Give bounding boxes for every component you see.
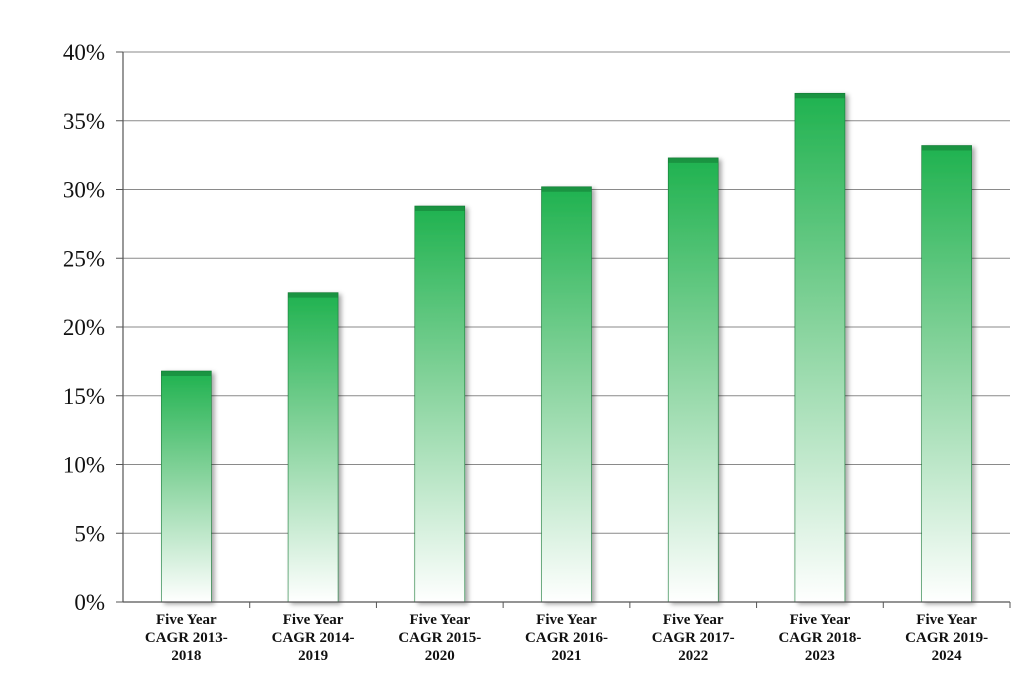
bar-body [667, 157, 719, 603]
x-category-label: Five Year CAGR 2016- 2021 [525, 612, 608, 664]
bar [921, 145, 972, 603]
x-category-label-line: Five Year [156, 612, 217, 628]
x-category-label: Five Year CAGR 2017- 2022 [652, 612, 735, 664]
y-tick-label: 30% [63, 178, 105, 203]
x-category-label: Five Year CAGR 2014- 2019 [272, 612, 355, 664]
x-category-label-line: 2020 [425, 648, 455, 664]
bar [161, 370, 212, 603]
x-category-label-line: 2018 [171, 648, 201, 664]
x-category-label-line: 2023 [805, 648, 835, 664]
x-category-label-line: CAGR 2014- [272, 630, 355, 646]
x-category-label-line: Five Year [790, 612, 851, 628]
bar-body [794, 92, 846, 603]
y-tick-label: 5% [74, 521, 105, 546]
x-category-label-line: 2022 [678, 648, 708, 664]
x-category-label-line: CAGR 2018- [778, 630, 861, 646]
bar-body [921, 145, 972, 603]
y-tick-label: 10% [63, 453, 105, 478]
y-tick-label: 20% [63, 315, 105, 340]
bar-cap [921, 145, 972, 151]
x-category-label-line: CAGR 2015- [398, 630, 481, 646]
y-tick-label: 25% [63, 246, 105, 271]
x-category-label: Five Year CAGR 2019- 2024 [905, 612, 988, 664]
x-axis-category-labels: Five Year CAGR 2013- 2018 Five Year CAGR 201… [145, 602, 1011, 664]
x-category-label-line: CAGR 2019- [905, 630, 988, 646]
bar [414, 205, 466, 603]
x-category-label: Five Year CAGR 2013- 2018 [145, 612, 228, 664]
y-tick-label: 15% [63, 384, 105, 409]
x-category-label-line: CAGR 2016- [525, 630, 608, 646]
x-category-label-line: Five Year [916, 612, 977, 628]
x-category-label: Five Year CAGR 2018- 2023 [778, 612, 861, 664]
bar-cap [161, 371, 212, 376]
x-category-label-line: 2019 [298, 648, 328, 664]
bar-body [161, 370, 212, 603]
x-category-label-line: 2024 [932, 648, 963, 664]
y-tick-label: 35% [63, 109, 105, 134]
bar [667, 157, 719, 603]
y-tick-label: 40% [63, 40, 105, 65]
x-category-label-line: Five Year [283, 612, 344, 628]
x-category-label-line: Five Year [409, 612, 470, 628]
y-axis-tick-labels: 0% 5% 10% 15% 20% 25% 30% 35% 40% [63, 40, 105, 615]
bar-body [414, 205, 466, 603]
bar-cap [668, 157, 719, 163]
x-category-label: Five Year CAGR 2015- 2020 [398, 612, 481, 664]
bar-cap [794, 93, 845, 99]
bar-body [287, 292, 339, 603]
bar-cap [541, 186, 592, 192]
x-category-label-line: Five Year [536, 612, 597, 628]
bar [541, 186, 592, 603]
x-category-label-line: CAGR 2017- [652, 630, 735, 646]
axes [122, 52, 1010, 603]
y-tick-label: 0% [74, 590, 105, 615]
bar-cap [288, 292, 339, 298]
x-category-label-line: CAGR 2013- [145, 630, 228, 646]
bars [161, 92, 972, 603]
bar [794, 92, 846, 603]
bar-body [541, 186, 592, 603]
bar-cap [414, 206, 465, 211]
x-category-label-line: Five Year [663, 612, 724, 628]
bar [287, 292, 339, 603]
x-category-label-line: 2021 [552, 648, 582, 664]
